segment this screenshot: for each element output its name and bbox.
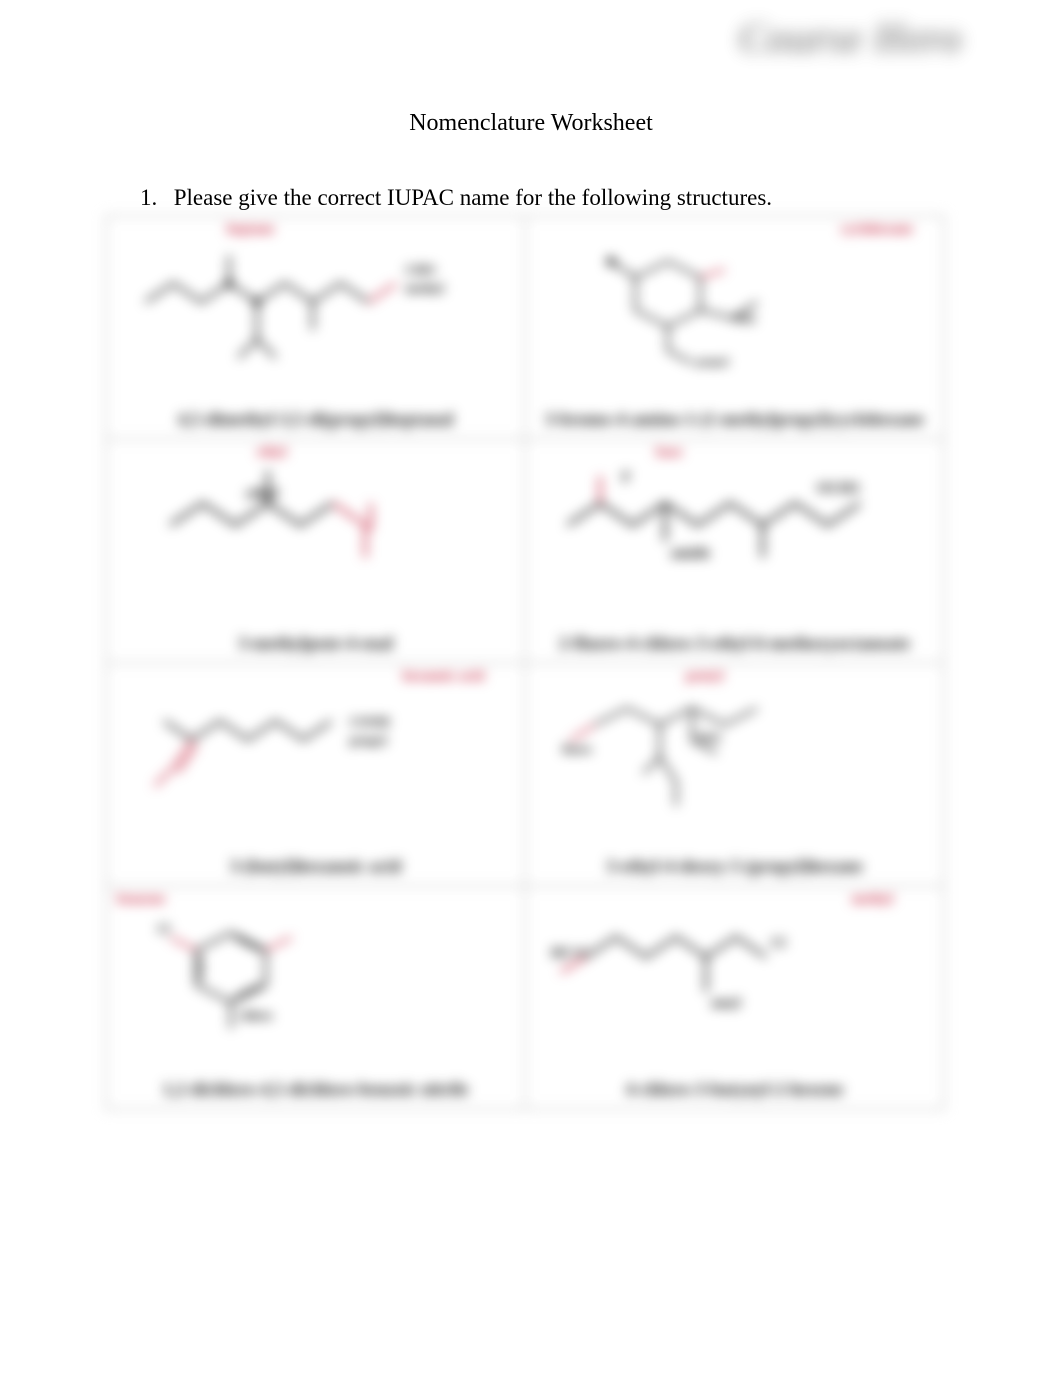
structures-grid: heptane CHO methyl 4,5-dimethyl-3,5-di(p… <box>105 215 945 1110</box>
chemical-structure-4: F amide OCH3 <box>546 460 979 590</box>
svg-text:F: F <box>622 469 631 486</box>
structure-cell-4: base F amide OCH3 2-fluoro-4-chloro-3-et… <box>525 439 944 662</box>
svg-text:chloro: chloro <box>240 1008 273 1022</box>
svg-text:ethyl: ethyl <box>246 485 278 502</box>
annotation-top-4: base <box>656 445 682 461</box>
answer-1: 4,5-dimethyl-3,5-di(propyl)heptanal <box>117 409 514 430</box>
answer-6: 3-ethyl-4-deoxy-5-(propyl)hexane <box>536 856 933 877</box>
svg-text:amyl: amyl <box>711 996 741 1011</box>
structure-cell-2: cyclohexane NH2 propyl 3-bromo-4-amino-1… <box>525 216 944 439</box>
worksheet-title: Nomenclature Worksheet <box>0 110 1062 137</box>
svg-text:COOH: COOH <box>350 713 390 728</box>
annotation-top-1: heptane <box>227 222 274 238</box>
svg-text:amide: amide <box>671 545 711 562</box>
svg-text:propyl: propyl <box>350 732 387 747</box>
chemical-structure-5: COOH propyl <box>127 684 461 814</box>
answer-4: 2-fluoro-4-chloro-3-ethyl-6-methoxyoctan… <box>536 633 933 654</box>
chemical-structure-7: Cl chloro <box>127 907 439 1037</box>
chemical-structure-3: ethyl <box>127 460 517 590</box>
question-body: Please give the correct IUPAC name for t… <box>174 185 772 210</box>
answer-5: 3-(butyl)hexanoic acid <box>117 856 514 877</box>
svg-text:Cl: Cl <box>157 922 170 936</box>
annotation-top-6: pentyl <box>686 669 723 685</box>
svg-text:ethyl: ethyl <box>696 731 720 743</box>
annotation-top-8: methyl <box>852 892 893 908</box>
structure-cell-1: heptane CHO methyl 4,5-dimethyl-3,5-di(p… <box>106 216 525 439</box>
svg-text:CHO: CHO <box>406 262 436 277</box>
chemical-structure-6: fluoro ethyl <box>546 684 839 814</box>
question-number: 1. <box>140 185 168 211</box>
annotation-top-2: cyclohexane <box>841 222 913 238</box>
answer-8: 4-chloro-3-butynyl-2-hexene <box>536 1079 933 1100</box>
svg-text:methyl: methyl <box>406 281 445 296</box>
chemical-structure-2: NH2 propyl <box>546 237 839 367</box>
svg-text:OCH3: OCH3 <box>817 480 860 497</box>
annotation-top-7: benzene <box>117 892 165 908</box>
chemical-structure-1: CHO methyl <box>127 237 461 367</box>
structure-cell-5: hexanoic acid COOH propyl 3-(butyl)hexan… <box>106 663 525 886</box>
annotation-top-5: hexanoic acid <box>403 669 484 685</box>
structure-cell-8: methyl HC≡C amyl Cl 4-chloro-3-butynyl-2… <box>525 886 944 1109</box>
structure-cell-6: pentyl fluoro ethyl 3-ethyl-4-deoxy-5-(p… <box>525 663 944 886</box>
answer-3: 3-methylpent-4-enal <box>117 633 514 654</box>
svg-text:HC≡C: HC≡C <box>551 946 590 961</box>
question-text: 1. Please give the correct IUPAC name fo… <box>140 185 772 211</box>
answer-2: 3-bromo-4-amino-1-(1-methylpropyl)cycloh… <box>536 409 933 430</box>
svg-text:fluoro: fluoro <box>562 744 592 756</box>
structure-cell-7: benzene Cl chloro 1,2-dichloro-4,5-dichl… <box>106 886 525 1109</box>
structure-cell-3: ethyl ethyl 3-methylpent-4-enal <box>106 439 525 662</box>
chemical-structure-8: HC≡C amyl Cl <box>546 907 906 1037</box>
svg-text:propyl: propyl <box>696 356 728 367</box>
annotation-top-3: ethyl <box>257 445 287 461</box>
watermark-text: Course Hero <box>739 15 962 63</box>
svg-text:NH2: NH2 <box>733 313 756 325</box>
answer-7: 1,2-dichloro-4,5-dichloro-benzoic nitril… <box>117 1079 514 1100</box>
svg-text:Cl: Cl <box>771 936 785 951</box>
